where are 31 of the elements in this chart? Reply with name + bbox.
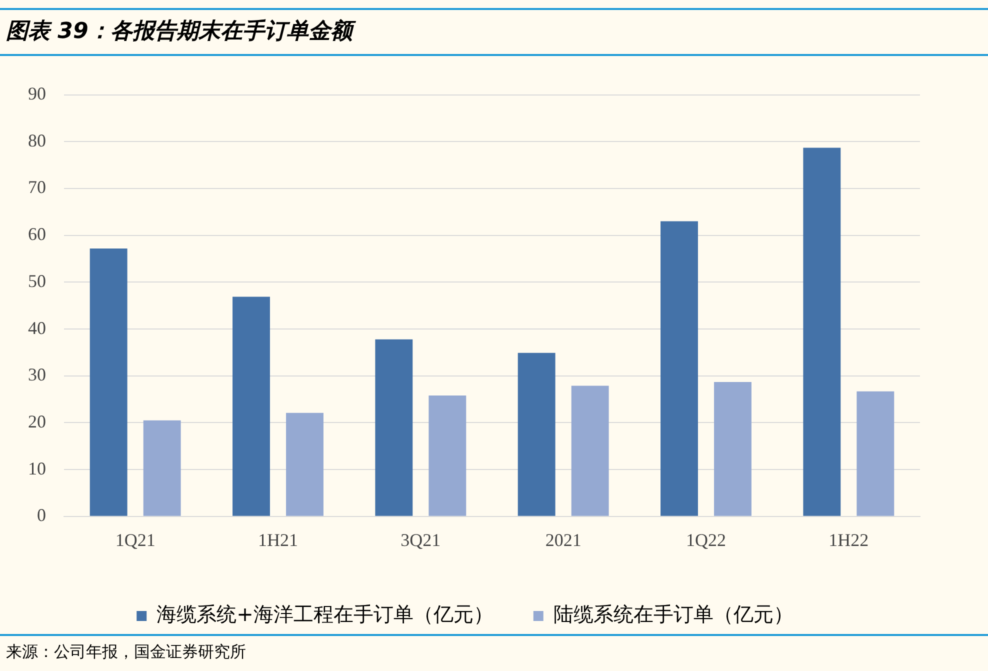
y-tick-label: 90 (28, 84, 46, 104)
y-tick-label: 70 (28, 177, 46, 198)
bar (660, 221, 698, 516)
y-tick-label: 60 (28, 224, 46, 244)
x-tick-label: 2021 (545, 530, 582, 550)
y-tick-label: 0 (37, 505, 46, 526)
y-tick-label: 30 (28, 364, 46, 385)
x-tick-label: 3Q21 (400, 530, 441, 550)
x-tick-label: 1H22 (828, 530, 869, 550)
x-tick-label: 1Q22 (686, 530, 726, 550)
y-tick-label: 20 (28, 411, 46, 432)
y-tick-label: 40 (28, 318, 46, 338)
legend-label: 陆缆系统在手订单（亿元） (553, 602, 794, 626)
bar (286, 412, 324, 516)
legend-label: 海缆系统+海洋工程在手订单（亿元） (156, 602, 494, 626)
x-tick-label: 1Q21 (115, 530, 156, 550)
bar (856, 391, 894, 516)
y-tick-label: 50 (28, 270, 46, 291)
bar (90, 248, 128, 516)
bar (518, 352, 556, 516)
bar (375, 339, 413, 516)
source-note: 来源：公司年报，国金证券研究所 (6, 642, 246, 663)
bar (232, 296, 270, 516)
y-tick-label: 80 (28, 130, 46, 150)
bar (571, 386, 609, 516)
x-tick-label: 1H21 (258, 530, 298, 550)
bar (428, 396, 466, 516)
bar (143, 420, 181, 516)
bar (803, 148, 841, 516)
y-tick-label: 10 (28, 458, 46, 478)
bar (714, 382, 752, 516)
